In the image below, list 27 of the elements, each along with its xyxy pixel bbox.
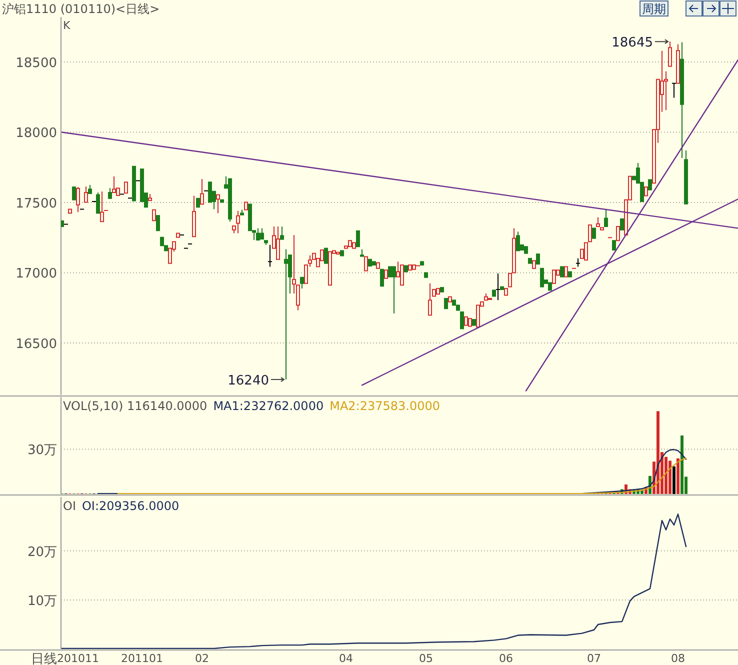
y-tick-label: 30万 <box>27 443 57 458</box>
y-tick-label: 18000 <box>16 126 57 142</box>
x-tick-label: 04 <box>339 652 353 665</box>
y-tick-label: 16500 <box>16 337 57 352</box>
x-tick-label: 06 <box>499 652 513 665</box>
y-tick-label: 17500 <box>16 196 57 212</box>
x-tick-label: 07 <box>587 652 601 665</box>
chart-title: 沪铝1110 (010110)<日线> <box>2 2 160 16</box>
x-tick-label: 02 <box>195 652 209 665</box>
chart-title: OI <box>63 499 76 513</box>
annotation: 18645 <box>612 36 653 51</box>
y-tick-label: 17000 <box>16 266 57 282</box>
x-axis-title: 日线 <box>31 652 57 665</box>
y-tick-label: 20万 <box>27 544 57 560</box>
x-tick-label: 201101 <box>121 652 163 665</box>
y-tick-label: 10万 <box>27 594 57 609</box>
text: OI:209356.0000 <box>82 499 180 513</box>
text: 周期 <box>642 2 666 16</box>
y-tick-label: 18500 <box>16 56 57 71</box>
text: MA1:232762.0000 <box>213 399 324 413</box>
annotation: K <box>63 19 71 32</box>
x-tick-label: 05 <box>419 652 433 665</box>
x-tick-label: 08 <box>671 652 685 665</box>
chart-title: VOL(5,10) 116140.0000 <box>63 399 208 413</box>
text: MA2:237583.0000 <box>330 399 440 413</box>
x-tick-label: 201011 <box>57 652 99 665</box>
annotation: 16240 <box>228 374 269 389</box>
